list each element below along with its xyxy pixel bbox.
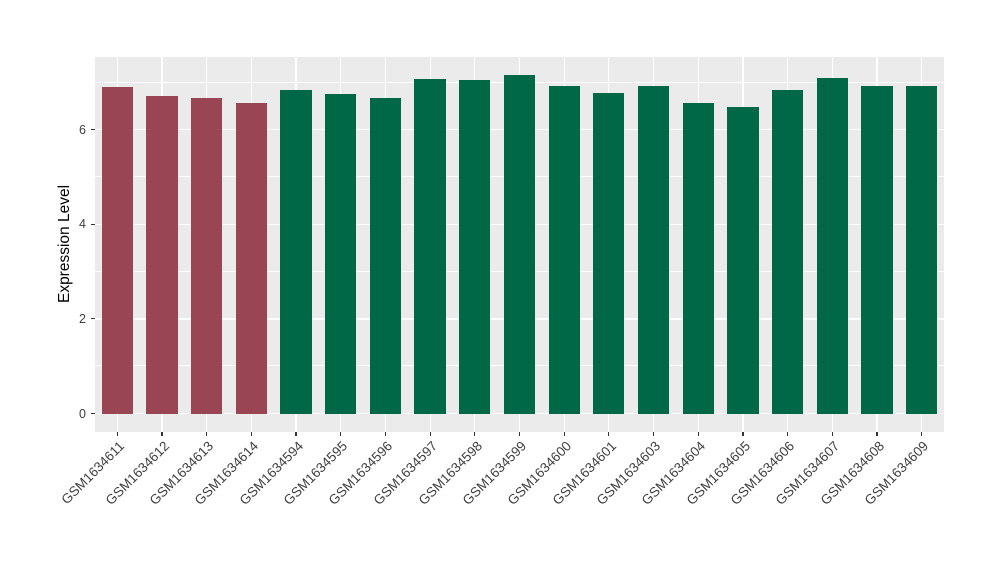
x-tick-mark: [563, 432, 565, 436]
bar-GSM1634606: [771, 90, 804, 414]
x-tick-mark: [116, 432, 118, 436]
bar-GSM1634596: [369, 97, 402, 414]
bar-GSM1634609: [906, 85, 938, 414]
x-tick-mark: [518, 432, 521, 436]
bar-GSM1634607: [816, 78, 848, 414]
y-tick-mark: [90, 129, 95, 131]
bar-GSM1634611: [101, 87, 133, 414]
y-axis-title: Expression Level: [56, 184, 73, 304]
x-tick-mark: [652, 432, 655, 436]
y-tick-mark: [90, 318, 95, 320]
x-tick-mark: [250, 432, 252, 436]
bar-GSM1634604: [682, 102, 714, 414]
bar-GSM1634594: [280, 90, 312, 414]
x-tick-mark: [295, 432, 297, 436]
bar-GSM1634612: [146, 96, 178, 414]
x-tick-mark: [787, 432, 789, 436]
bar-GSM1634601: [593, 93, 625, 414]
x-tick-mark: [206, 432, 208, 436]
x-tick-mark: [384, 432, 387, 436]
bar-GSM1634603: [637, 86, 670, 414]
x-tick-mark: [474, 432, 476, 436]
x-tick-mark: [161, 432, 163, 436]
bar-GSM1634600: [548, 86, 580, 414]
x-tick-mark: [697, 432, 699, 436]
bar-GSM1634595: [325, 93, 357, 414]
plot-panel: [95, 57, 944, 432]
y-tick-label: 0: [79, 406, 86, 421]
x-tick-mark: [340, 432, 342, 436]
bar-GSM1634605: [727, 106, 759, 414]
x-tick-mark: [876, 432, 878, 436]
x-tick-mark: [608, 432, 610, 436]
x-tick-mark: [429, 432, 431, 436]
x-tick-mark: [921, 432, 923, 436]
bar-GSM1634598: [459, 79, 491, 414]
bar-GSM1634614: [235, 103, 268, 414]
x-tick-mark: [831, 432, 833, 436]
bar-GSM1634613: [191, 98, 223, 414]
y-tick-mark: [90, 412, 95, 415]
y-tick-label: 2: [79, 311, 86, 326]
bar-GSM1634597: [414, 78, 446, 414]
bar-GSM1634599: [503, 74, 536, 414]
x-tick-mark: [742, 432, 744, 436]
y-tick-mark: [90, 223, 95, 225]
y-tick-label: 4: [79, 217, 86, 232]
bar-GSM1634608: [861, 85, 893, 414]
y-tick-label: 6: [79, 122, 86, 137]
